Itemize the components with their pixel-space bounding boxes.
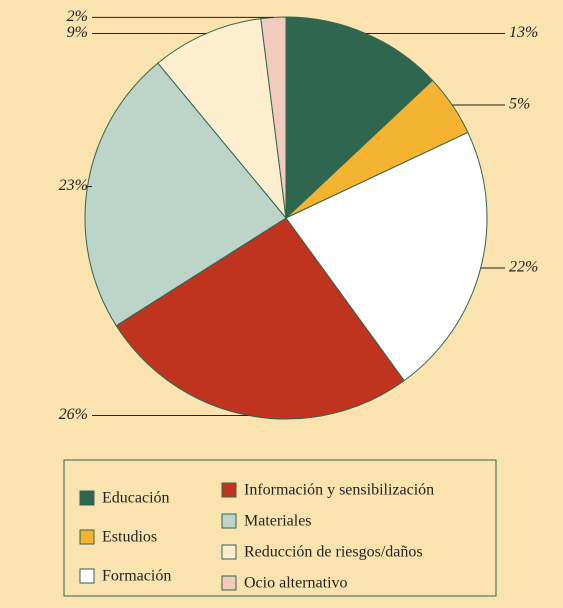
data-label: 13% <box>509 24 538 41</box>
data-label: 2% <box>67 8 88 25</box>
pie-slice <box>115 217 405 420</box>
data-label: 23% <box>59 177 88 194</box>
legend-label: Educación <box>102 490 170 507</box>
legend-label: Ocio alternativo <box>244 575 348 592</box>
legend-swatch <box>79 568 95 584</box>
legend-swatch <box>221 482 237 498</box>
legend-label: Reducción de riesgos/daños <box>244 544 423 561</box>
pie-slice <box>157 18 287 220</box>
legend-label: Formación <box>102 568 171 585</box>
pie-slice <box>285 131 488 382</box>
legend-swatch <box>79 529 95 545</box>
data-label: 22% <box>509 259 538 276</box>
legend-swatch <box>221 544 237 560</box>
legend-label: Información y sensibilización <box>244 482 434 499</box>
legend-swatch <box>221 575 237 591</box>
legend-label: Materiales <box>244 513 312 530</box>
legend-swatch <box>79 490 95 506</box>
legend-swatch <box>221 513 237 529</box>
legend-label: Estudios <box>102 529 157 546</box>
data-label: 9% <box>67 24 88 41</box>
legend-box <box>63 459 497 597</box>
data-label: 26% <box>59 406 88 423</box>
data-label: 5% <box>509 96 530 113</box>
